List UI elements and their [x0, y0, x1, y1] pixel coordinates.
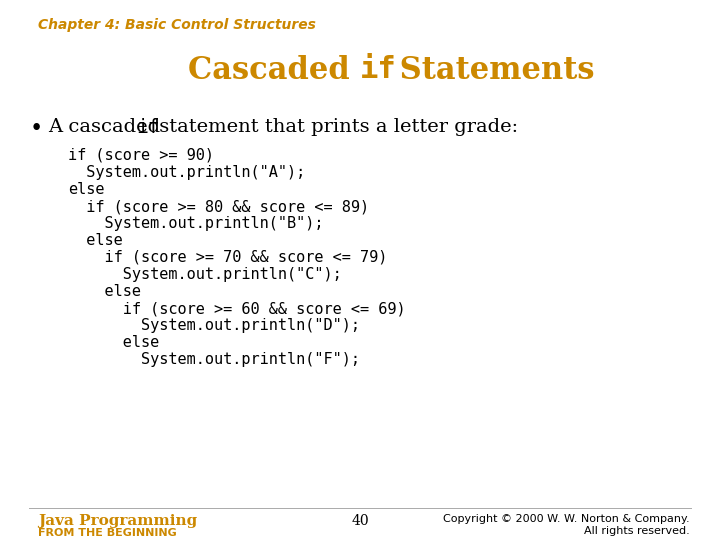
- Text: System.out.println("A");: System.out.println("A");: [68, 165, 305, 180]
- Text: else: else: [68, 233, 122, 248]
- Text: if (score >= 70 && score <= 79): if (score >= 70 && score <= 79): [68, 250, 387, 265]
- Text: 40: 40: [351, 514, 369, 528]
- Text: Chapter 4: Basic Control Structures: Chapter 4: Basic Control Structures: [38, 18, 316, 32]
- Text: else: else: [68, 284, 141, 299]
- Text: if (score >= 80 && score <= 89): if (score >= 80 && score <= 89): [68, 199, 369, 214]
- Text: •: •: [30, 118, 43, 140]
- Text: if (score >= 90): if (score >= 90): [68, 148, 214, 163]
- Text: Statements: Statements: [389, 55, 595, 86]
- Text: All rights reserved.: All rights reserved.: [584, 526, 690, 536]
- Text: if: if: [360, 55, 397, 84]
- Text: else: else: [68, 182, 104, 197]
- Text: System.out.println("B");: System.out.println("B");: [68, 216, 323, 231]
- Text: statement that prints a letter grade:: statement that prints a letter grade:: [153, 118, 518, 136]
- Text: if (score >= 60 && score <= 69): if (score >= 60 && score <= 69): [68, 301, 405, 316]
- Text: System.out.println("C");: System.out.println("C");: [68, 267, 342, 282]
- Text: Cascaded: Cascaded: [188, 55, 360, 86]
- Text: Java Programming: Java Programming: [38, 514, 197, 528]
- Text: System.out.println("D");: System.out.println("D");: [68, 318, 360, 333]
- Text: Copyright © 2000 W. W. Norton & Company.: Copyright © 2000 W. W. Norton & Company.: [444, 514, 690, 524]
- Text: if: if: [136, 118, 160, 137]
- Text: System.out.println("F");: System.out.println("F");: [68, 352, 360, 367]
- Text: FROM THE BEGINNING: FROM THE BEGINNING: [38, 528, 176, 538]
- Text: else: else: [68, 335, 159, 350]
- Text: A cascaded: A cascaded: [48, 118, 166, 136]
